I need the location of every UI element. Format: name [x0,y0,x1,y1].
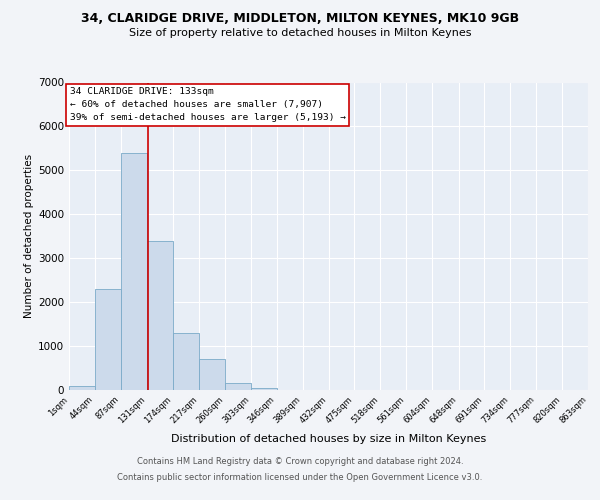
Text: 34 CLARIDGE DRIVE: 133sqm
← 60% of detached houses are smaller (7,907)
39% of se: 34 CLARIDGE DRIVE: 133sqm ← 60% of detac… [70,87,346,122]
Text: 34, CLARIDGE DRIVE, MIDDLETON, MILTON KEYNES, MK10 9GB: 34, CLARIDGE DRIVE, MIDDLETON, MILTON KE… [81,12,519,26]
Text: Contains public sector information licensed under the Open Government Licence v3: Contains public sector information licen… [118,472,482,482]
Text: Contains HM Land Registry data © Crown copyright and database right 2024.: Contains HM Land Registry data © Crown c… [137,458,463,466]
Bar [121,153,147,390]
Bar [251,388,277,390]
Bar [147,240,173,390]
Bar [173,333,199,390]
Y-axis label: Number of detached properties: Number of detached properties [24,154,34,318]
Bar [225,384,251,390]
X-axis label: Distribution of detached houses by size in Milton Keynes: Distribution of detached houses by size … [171,434,486,444]
Bar [95,289,121,390]
Bar [69,386,95,390]
Bar [199,359,225,390]
Text: Size of property relative to detached houses in Milton Keynes: Size of property relative to detached ho… [129,28,471,38]
